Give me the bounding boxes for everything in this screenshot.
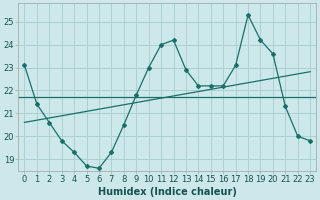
X-axis label: Humidex (Indice chaleur): Humidex (Indice chaleur) bbox=[98, 187, 237, 197]
